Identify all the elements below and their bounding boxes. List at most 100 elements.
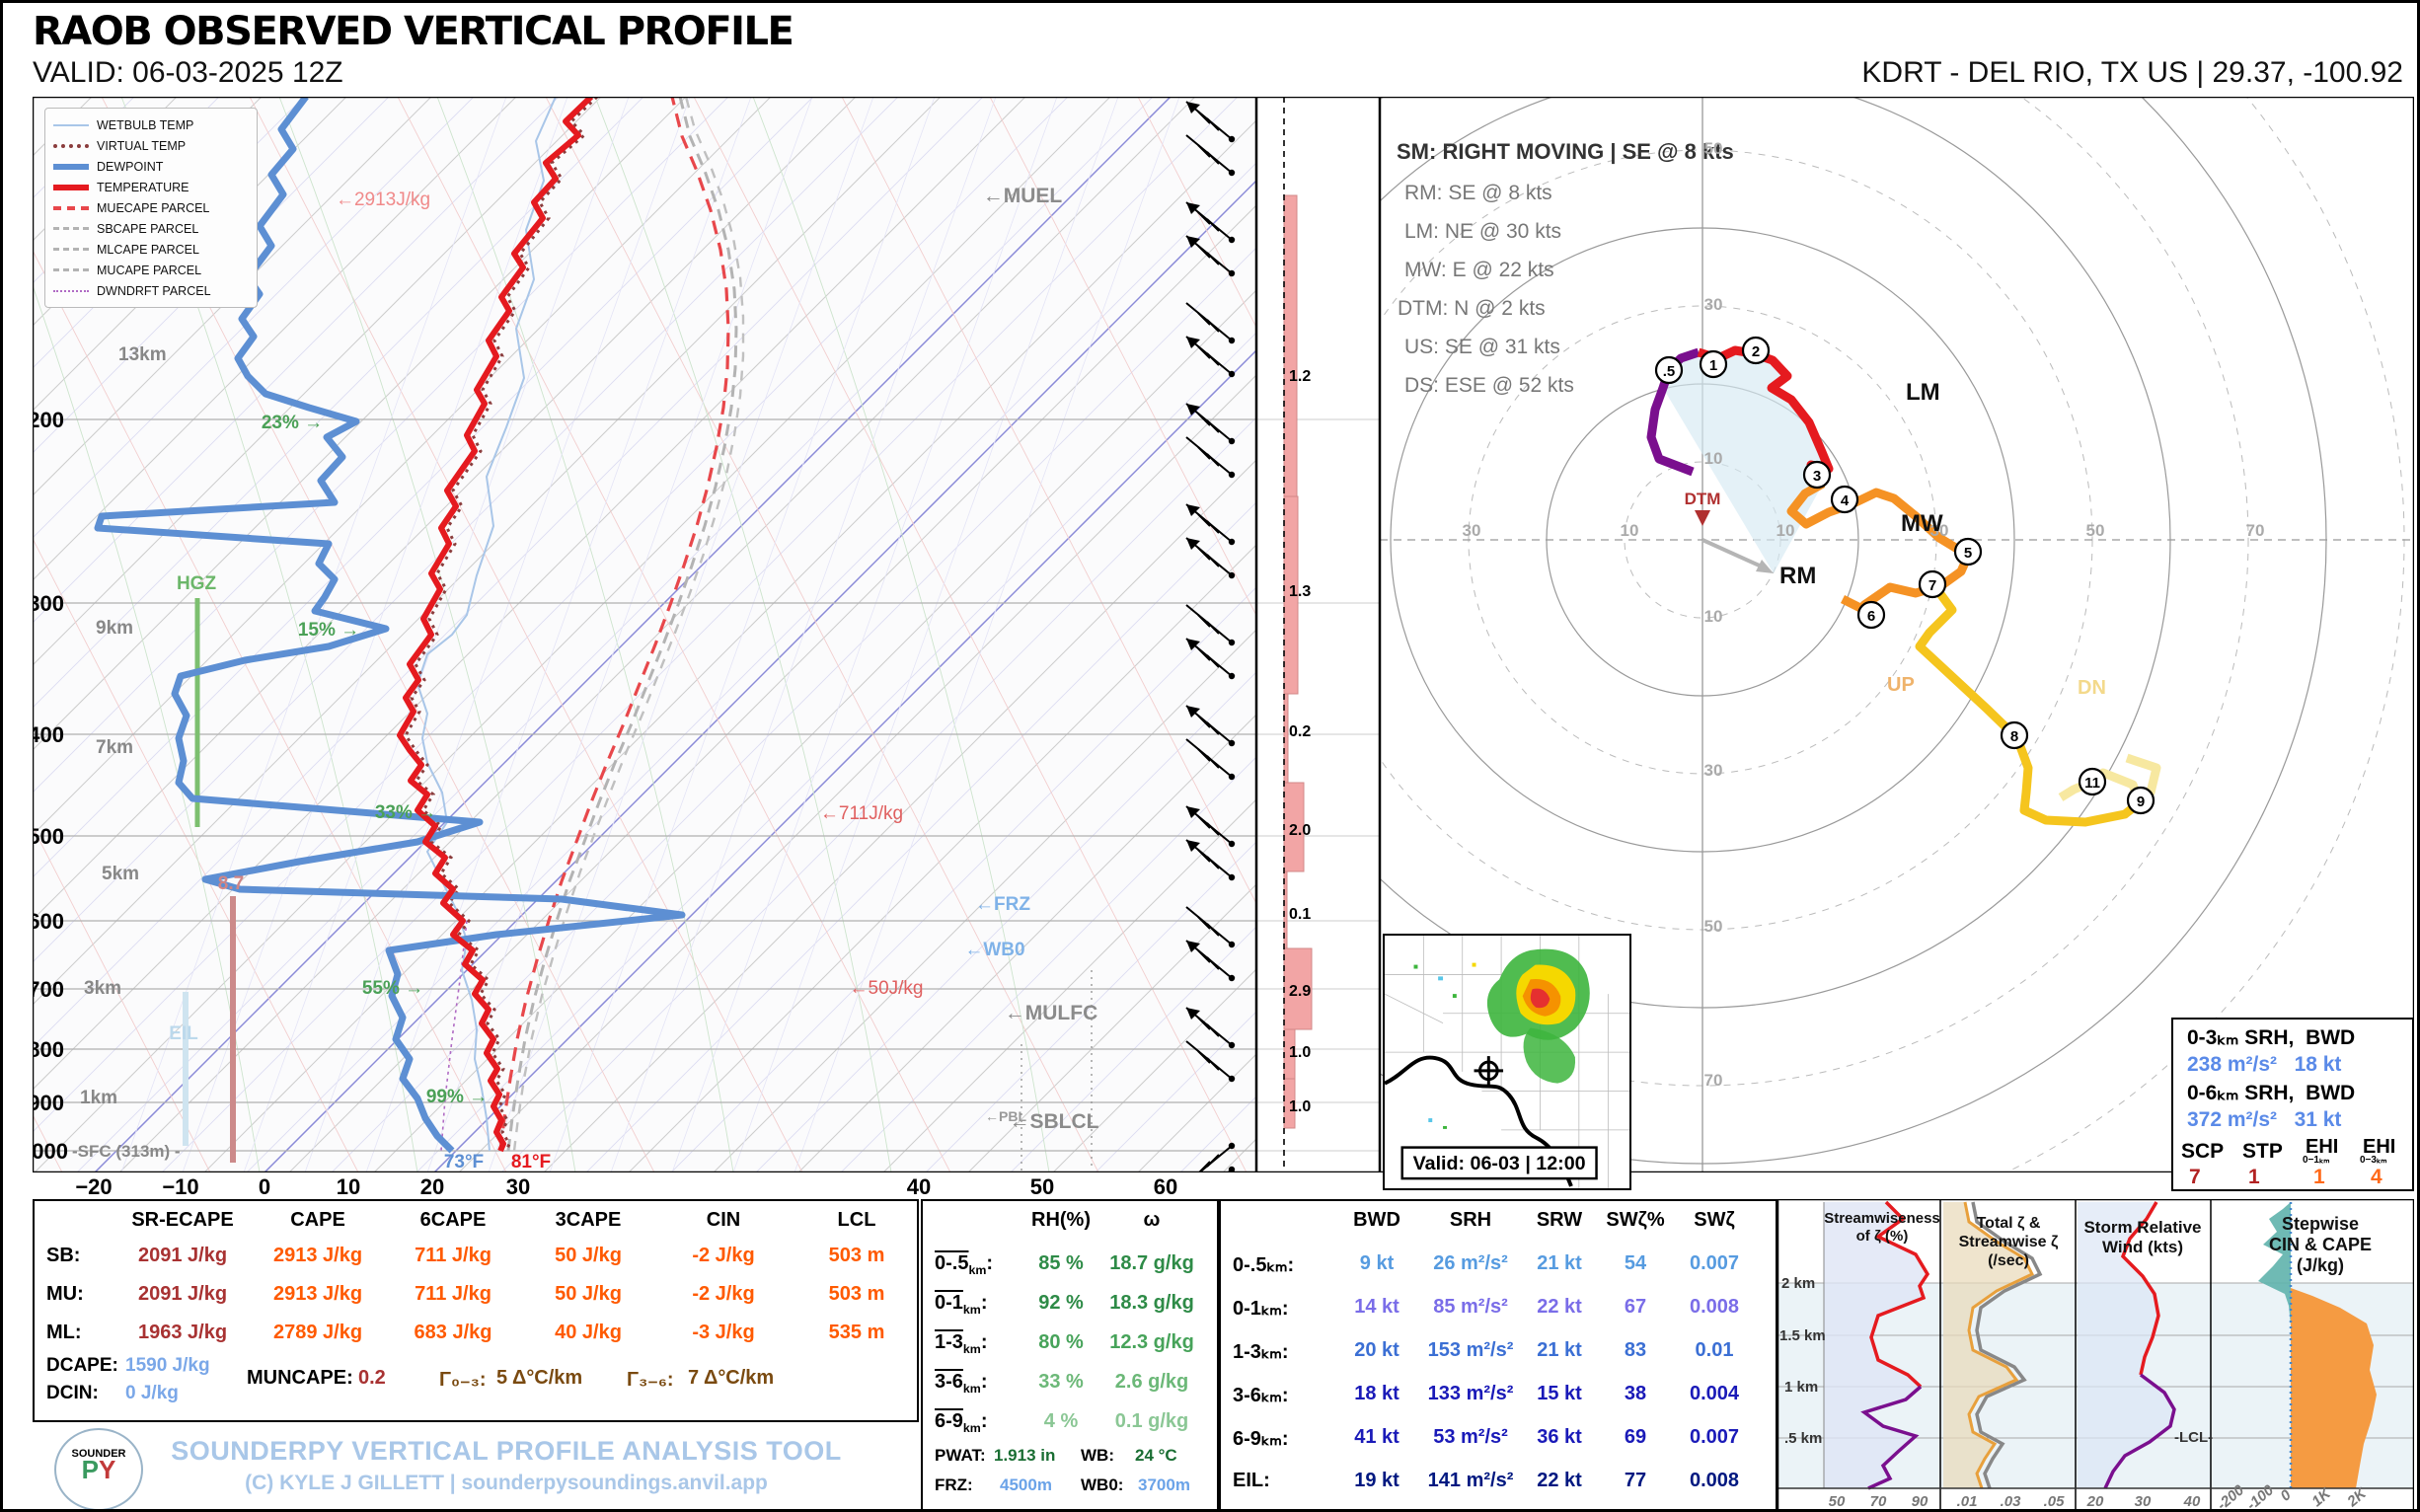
rm-label: RM <box>1779 563 1816 589</box>
svg-text:3: 3 <box>1813 468 1821 485</box>
srw-value: 22 kt <box>1537 1296 1582 1318</box>
mixing-value: 18.3 g/kg <box>1109 1292 1194 1314</box>
muel-label: ←MUEL <box>983 185 1063 207</box>
legend-label: MUECAPE PARCEL <box>97 200 210 215</box>
bar-value: 1.0 <box>1289 1098 1311 1115</box>
col-header: CIN <box>706 1209 741 1231</box>
temperature-curve <box>397 97 594 1153</box>
rh-annotation: 99% → <box>426 1087 488 1107</box>
temp-tick: 60 <box>1154 1174 1177 1199</box>
ehi-0-3-value: 4 <box>2371 1166 2382 1188</box>
col-header: CAPE <box>290 1209 345 1231</box>
dcape-marker-label: 8.7 <box>218 873 244 894</box>
swpct-value: 69 <box>1624 1426 1647 1448</box>
virtual-temp-curve <box>404 97 599 1152</box>
up-label: UP <box>1887 674 1915 696</box>
wb0-label: WB0: <box>1081 1475 1124 1494</box>
swzeta-value: 0.008 <box>1689 1296 1740 1318</box>
svg-text:70: 70 <box>2246 521 2265 540</box>
mixing-value: 12.3 g/kg <box>1109 1331 1194 1353</box>
ml-cape: 2789 J/kg <box>272 1322 363 1343</box>
temp-tick: 20 <box>420 1174 444 1199</box>
frz-label: ←FRZ <box>975 894 1030 915</box>
legend-label: DEWPOINT <box>97 159 164 174</box>
thermo-table: SR-ECAPE CAPE 6CAPE 3CAPE CIN LCL SB: 20… <box>33 1199 919 1422</box>
motion-line: US: SE @ 31 kts <box>1404 336 1560 358</box>
temp-tick: −10 <box>162 1174 198 1199</box>
bwd-0-3-value: 18 kt <box>2294 1053 2342 1076</box>
svg-text:9: 9 <box>2137 794 2145 810</box>
sb-cape: 2913 J/kg <box>272 1245 363 1266</box>
svg-text:6: 6 <box>1867 608 1875 625</box>
swpct-value: 67 <box>1624 1296 1647 1318</box>
skewt-grid <box>33 97 1256 1172</box>
mu-cape: 2913 J/kg <box>272 1283 363 1305</box>
col-header: LCL <box>837 1209 876 1231</box>
lapse-0-3-value: 5 Δ°C/km <box>496 1367 583 1389</box>
row-label: MU: <box>46 1283 84 1305</box>
bwd-value: 41 kt <box>1354 1426 1399 1448</box>
col-header: SWζ% <box>1606 1209 1665 1231</box>
dcin-value: 0 J/kg <box>125 1383 179 1403</box>
temp-tick: 50 <box>1030 1174 1054 1199</box>
temp-tick: −20 <box>75 1174 112 1199</box>
rh-annotation: 33% → <box>375 802 436 823</box>
hodograph-height-markers: .5 1 2 3 4 5 6 7 8 9 11 <box>1654 336 2155 815</box>
mixing-value: 0.1 g/kg <box>1114 1410 1189 1432</box>
bar-value: 0.1 <box>1289 906 1311 923</box>
rh-value: 4 % <box>1043 1410 1079 1432</box>
svg-text:.5: .5 <box>1663 363 1676 380</box>
sb-cin: -2 J/kg <box>692 1245 755 1266</box>
col-header: SR-ECAPE <box>131 1209 234 1231</box>
ehi-0-1-label: EHI <box>2306 1136 2339 1158</box>
motion-line: LM: NE @ 30 kts <box>1404 220 1561 243</box>
scp-label: SCP <box>2181 1140 2225 1163</box>
wind-barbs-column <box>1185 101 1236 1172</box>
svg-text:4: 4 <box>1841 492 1850 509</box>
dewpoint-curve <box>94 97 686 1154</box>
svg-text:of ζ (%): of ζ (%) <box>1856 1228 1909 1245</box>
bar-value: 2.9 <box>1289 983 1311 1000</box>
svg-text:.01: .01 <box>1957 1493 1978 1510</box>
rh-value: 33 % <box>1038 1371 1084 1393</box>
col-header: SRH <box>1449 1209 1492 1231</box>
bwd-value: 9 kt <box>1359 1252 1395 1274</box>
muecape-parcel-curve <box>498 97 730 1152</box>
virtual-temp-line-sample <box>53 143 89 148</box>
srh-0-6-label: 0-6ₖₘ SRH, <box>2187 1082 2295 1104</box>
dwndrft-parcel-curve <box>440 920 468 1152</box>
bwd-value: 18 kt <box>1354 1383 1399 1404</box>
height-label: 9km <box>96 618 133 639</box>
surface-dewpoint-label: 73°F <box>444 1152 484 1172</box>
bar-value: 2.0 <box>1289 822 1311 839</box>
ehi-0-1-value: 1 <box>2313 1166 2325 1188</box>
stepwise-cin-cape-panel <box>2258 1202 2377 1488</box>
hodograph: SM: RIGHT MOVING | SE @ 8 kts RM: SE @ 8… <box>1380 97 2414 1172</box>
kinematics-table: BWD SRH SRW SWζ% SWζ 0-.5ₖₘ: 9 kt 26 m²/… <box>1219 1199 1777 1509</box>
swpct-value: 54 <box>1624 1252 1647 1274</box>
svg-text:30: 30 <box>1704 761 1723 780</box>
storm-motion-text: SM: RIGHT MOVING | SE @ 8 kts RM: SE @ 8… <box>1397 139 1734 397</box>
row-label: ML: <box>46 1322 82 1343</box>
pwat-value: 1.913 in <box>994 1446 1056 1465</box>
srw-value: 22 kt <box>1537 1470 1582 1491</box>
dcape-label: DCAPE: <box>46 1355 118 1376</box>
lapse-3-6-value: 7 Δ°C/km <box>688 1367 775 1389</box>
srh-area-fill <box>1663 350 1823 573</box>
y-label: 1.5 km <box>1779 1327 1826 1344</box>
height-label: 3km <box>84 978 121 999</box>
bar-value: 1.2 <box>1289 368 1311 385</box>
sb-lcl: 503 m <box>828 1245 885 1266</box>
pressure-tick: 500 <box>33 824 64 849</box>
svg-text:.05: .05 <box>2044 1493 2066 1510</box>
bar-value: 0.2 <box>1289 723 1311 740</box>
col-header: 3CAPE <box>555 1209 622 1231</box>
muecape-line-sample <box>53 205 89 210</box>
pressure-tick: 300 <box>33 591 64 616</box>
svg-text:.03: .03 <box>2001 1493 2022 1510</box>
col-header: SRW <box>1536 1209 1583 1231</box>
pressure-tick: 200 <box>33 408 64 432</box>
svg-text:10: 10 <box>1777 521 1795 540</box>
mu-sr-ecape: 2091 J/kg <box>137 1283 228 1305</box>
swzeta-value: 0.01 <box>1695 1339 1734 1361</box>
